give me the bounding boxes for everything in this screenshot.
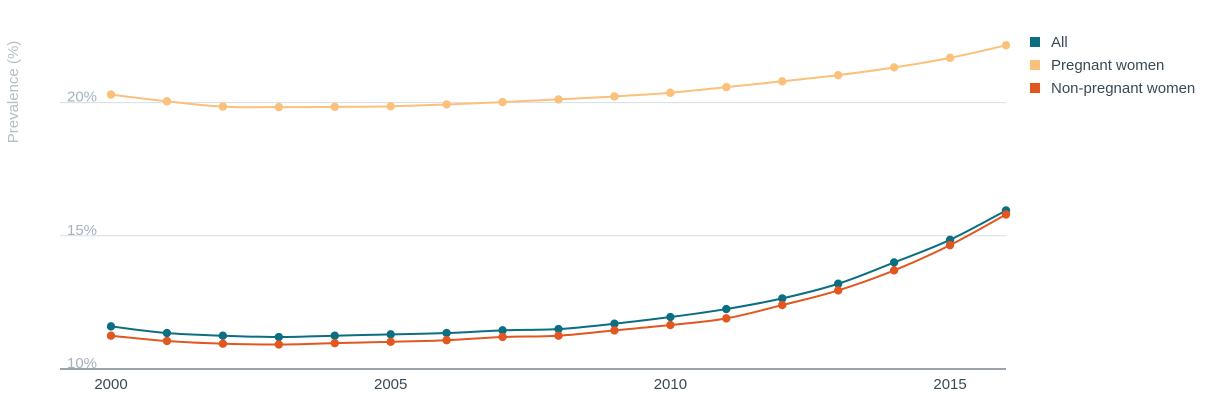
data-point[interactable]	[386, 337, 395, 347]
data-point[interactable]	[833, 70, 843, 80]
data-point[interactable]	[386, 330, 395, 339]
y-tick-label: 20%	[67, 89, 97, 106]
data-point[interactable]	[330, 102, 339, 112]
data-point[interactable]	[386, 102, 395, 111]
data-point[interactable]	[442, 328, 451, 338]
data-point[interactable]	[945, 53, 955, 63]
data-point[interactable]	[162, 336, 172, 346]
x-tick-label: 2015	[933, 376, 966, 393]
data-point[interactable]	[722, 304, 731, 314]
data-point[interactable]	[889, 258, 899, 267]
data-point[interactable]	[666, 320, 675, 330]
y-tick-label: 15%	[67, 222, 97, 239]
data-point[interactable]	[554, 95, 563, 104]
series-layer	[106, 41, 1011, 349]
legend-label[interactable]: All	[1051, 34, 1068, 51]
data-point[interactable]	[274, 340, 284, 349]
legend-label[interactable]: Non-pregnant women	[1051, 80, 1195, 97]
data-point[interactable]	[778, 77, 787, 86]
legend-swatch	[1030, 60, 1040, 70]
data-point[interactable]	[330, 338, 339, 348]
data-point[interactable]	[106, 322, 116, 331]
data-point[interactable]	[554, 331, 563, 340]
legend-swatch	[1030, 83, 1040, 93]
data-point[interactable]	[162, 97, 172, 106]
data-point[interactable]	[274, 332, 284, 342]
x-axis-ticks: 2000 2005 2010 2015	[94, 376, 966, 393]
series-line-all	[110, 209, 1007, 339]
x-tick-label: 2010	[654, 376, 687, 393]
data-point[interactable]	[106, 90, 116, 99]
legend: All Pregnant women Non-pregnant women	[1030, 34, 1195, 97]
data-point[interactable]	[833, 286, 843, 295]
data-point[interactable]	[274, 102, 284, 112]
data-point[interactable]	[778, 300, 787, 310]
data-point[interactable]	[498, 97, 507, 107]
y-tick-label: 10%	[67, 355, 97, 372]
data-point[interactable]	[106, 331, 116, 340]
data-point[interactable]	[889, 63, 899, 72]
data-point[interactable]	[218, 331, 228, 340]
legend-swatch	[1030, 37, 1040, 47]
x-tick-label: 2005	[374, 376, 407, 393]
y-axis-ticks: 10% 15% 20%	[67, 89, 97, 372]
x-tick-label: 2000	[94, 376, 127, 393]
data-point[interactable]	[610, 326, 619, 335]
data-point[interactable]	[1001, 41, 1011, 50]
data-point[interactable]	[442, 100, 451, 109]
data-point[interactable]	[554, 324, 563, 334]
data-point[interactable]	[666, 312, 675, 322]
data-point[interactable]	[610, 92, 619, 101]
data-point[interactable]	[945, 240, 955, 250]
data-point[interactable]	[610, 319, 619, 328]
data-point[interactable]	[889, 266, 899, 275]
data-point[interactable]	[218, 339, 228, 348]
data-point[interactable]	[498, 326, 507, 335]
data-point[interactable]	[778, 294, 787, 303]
data-point[interactable]	[666, 88, 675, 97]
data-point[interactable]	[498, 332, 507, 342]
data-point[interactable]	[442, 336, 451, 345]
legend-label[interactable]: Pregnant women	[1051, 57, 1164, 74]
data-point[interactable]	[162, 328, 172, 338]
gridlines	[60, 102, 1006, 370]
y-axis-label: Prevalence (%)	[5, 41, 22, 144]
data-point[interactable]	[1001, 210, 1011, 219]
data-point[interactable]	[722, 314, 731, 323]
data-point[interactable]	[722, 82, 731, 92]
data-point[interactable]	[833, 279, 843, 288]
data-point[interactable]	[330, 331, 339, 340]
data-point[interactable]	[218, 102, 228, 111]
